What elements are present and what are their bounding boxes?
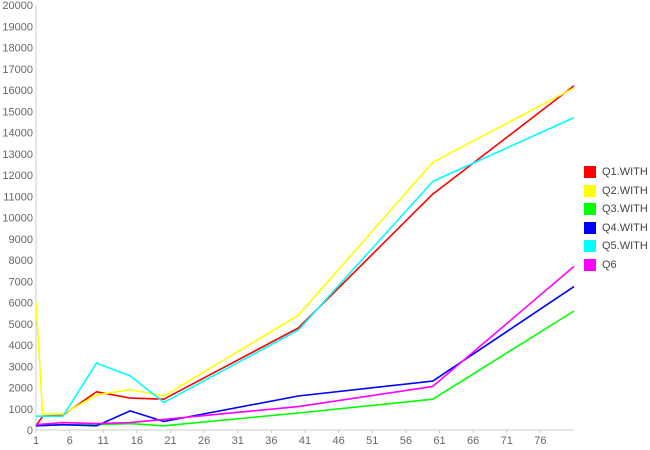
legend-label: Q4.WITH [602, 221, 648, 234]
y-tick-label: 9000 [9, 234, 33, 246]
legend-item: Q1.WITH [584, 163, 648, 182]
x-tick-label: 76 [534, 435, 546, 447]
x-tick-label: 56 [400, 435, 412, 447]
x-tick-label: 6 [67, 435, 73, 447]
legend-label: Q6 [602, 258, 617, 271]
x-tick-label: 41 [299, 435, 311, 447]
y-tick-label: 18000 [2, 43, 33, 55]
y-tick-label: 11000 [3, 191, 33, 203]
y-tick-label: 6000 [9, 298, 33, 310]
legend-swatch [584, 240, 596, 253]
y-tick-label: 19000 [2, 21, 33, 33]
series-line-q5-with [36, 116, 575, 418]
x-tick-label: 11 [98, 435, 109, 447]
legend-label: Q1.WITH [602, 166, 648, 179]
x-tick-label: 21 [164, 435, 176, 447]
legend-swatch [584, 258, 596, 271]
y-tick-label: 17000 [2, 64, 33, 76]
series-line-q2-with [35, 87, 575, 415]
y-tick-label: 20000 [2, 0, 33, 12]
y-tick-label: 16000 [2, 85, 33, 97]
chart-legend: Q1.WITH Q2.WITH Q3.WITH Q4.WITH Q5.WITH Q6 [584, 163, 648, 274]
x-tick-label: 51 [366, 435, 378, 447]
y-tick-label: 12000 [2, 170, 33, 182]
x-tick-label: 66 [467, 435, 479, 447]
legend-label: Q5.WITH [602, 240, 648, 253]
y-tick-label: 7000 [9, 276, 33, 288]
legend-item: Q2.WITH [584, 182, 648, 201]
x-tick-label: 26 [198, 435, 210, 447]
legend-label: Q2.WITH [602, 184, 648, 197]
x-tick-label: 61 [433, 435, 445, 447]
series-line-q3-with [35, 310, 575, 427]
x-axis-ticks: 1 6 11 16 21 26 31 36 41 46 51 56 61 66 71 76 [33, 430, 547, 447]
y-tick-label: 5000 [9, 319, 33, 331]
y-tick-label: 3000 [9, 361, 33, 373]
x-tick-label: 46 [333, 435, 345, 447]
legend-swatch [584, 203, 596, 216]
legend-item: Q5.WITH [584, 237, 648, 256]
legend-item: Q4.WITH [584, 219, 648, 238]
y-tick-label: 13000 [2, 149, 33, 161]
x-tick-label: 31 [232, 435, 244, 447]
x-tick-label: 1 [33, 435, 39, 447]
y-tick-label: 1000 [9, 404, 33, 416]
y-tick-label: 2000 [9, 383, 33, 395]
legend-swatch [584, 166, 596, 179]
x-tick-label: 36 [265, 435, 277, 447]
y-tick-label: 8000 [9, 255, 33, 267]
legend-swatch [584, 221, 596, 234]
series-line-q1-with [35, 85, 575, 427]
legend-item: Q6 [584, 256, 648, 275]
legend-label: Q3.WITH [602, 203, 648, 216]
legend-item: Q3.WITH [584, 200, 648, 219]
y-tick-label: 10000 [2, 213, 33, 225]
y-tick-label: 0 [27, 425, 33, 437]
y-tick-label: 14000 [2, 128, 33, 140]
series-lines [35, 85, 575, 427]
y-axis-ticks: 0 1000 2000 3000 4000 5000 6000 7000 8000 9000 100… [2, 0, 33, 437]
y-tick-label: 15000 [2, 106, 33, 118]
x-tick-label: 16 [131, 435, 143, 447]
series-line-q4-with [35, 285, 575, 427]
series-line-q6 [35, 265, 575, 426]
y-tick-label: 4000 [9, 340, 33, 352]
x-tick-label: 71 [501, 435, 513, 447]
legend-swatch [584, 184, 596, 197]
